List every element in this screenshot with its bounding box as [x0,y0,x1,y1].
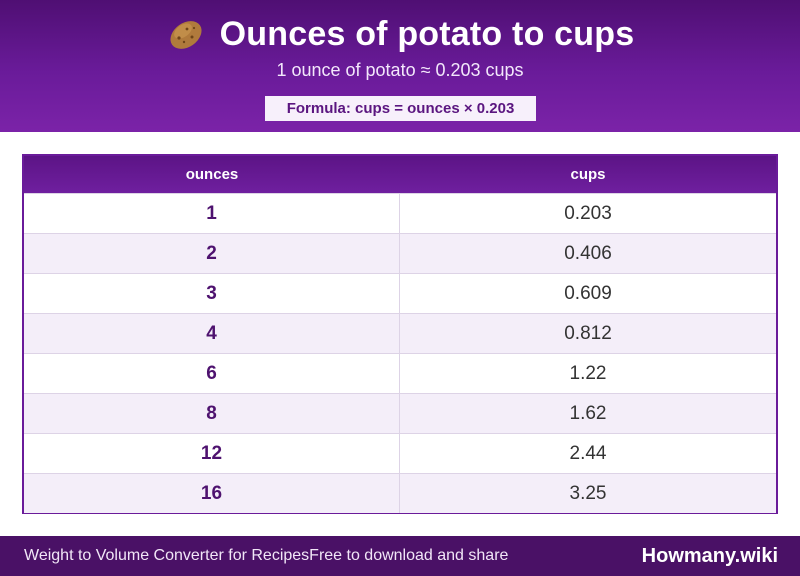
ounces-cell: 1 [24,194,400,233]
column-header-cups: cups [570,166,606,183]
title-row: Ounces of potato to cups [0,12,800,56]
table-row: 2 0.406 [24,233,776,273]
table-row: 6 1.22 [24,353,776,393]
formula-badge: Formula: cups = ounces × 0.203 [265,96,536,121]
potato-icon [166,14,206,54]
table-header: ounces cups [24,156,776,193]
header-banner: Ounces of potato to cups 1 ounce of pota… [0,0,800,132]
cups-cell: 0.812 [564,322,612,344]
ounces-cell: 2 [24,234,400,273]
conversion-subtitle: 1 ounce of potato ≈ 0.203 cups [276,60,524,80]
table-row: 4 0.812 [24,313,776,353]
cups-cell: 0.609 [564,282,612,304]
cups-cell: 1.62 [569,402,607,424]
column-header-ounces: ounces [185,166,239,183]
cups-cell: 2.44 [569,442,607,464]
ounces-cell: 16 [24,474,400,513]
cups-cell: 1.22 [569,362,607,384]
cups-cell: 0.406 [564,242,612,264]
table-row: 1 0.203 [24,193,776,233]
ounces-cell: 6 [24,354,400,393]
footer-bar: Weight to Volume Converter for RecipesFr… [0,536,800,576]
cups-cell: 3.25 [569,482,607,504]
brand-link[interactable]: Howmany.wiki [641,544,778,567]
table-row: 8 1.62 [24,393,776,433]
ounces-cell: 4 [24,314,400,353]
table-row: 16 3.25 [24,473,776,513]
page-title: Ounces of potato to cups [219,14,635,53]
conversion-table: ounces cups 1 0.203 2 0.406 3 0.609 4 0.… [22,154,778,514]
ounces-cell: 3 [24,274,400,313]
table-row: 12 2.44 [24,433,776,473]
cups-cell: 0.203 [564,202,612,224]
footer-tagline: Weight to Volume Converter for RecipesFr… [24,547,509,564]
ounces-cell: 8 [24,394,400,433]
table-row: 3 0.609 [24,273,776,313]
ounces-cell: 12 [24,434,400,473]
